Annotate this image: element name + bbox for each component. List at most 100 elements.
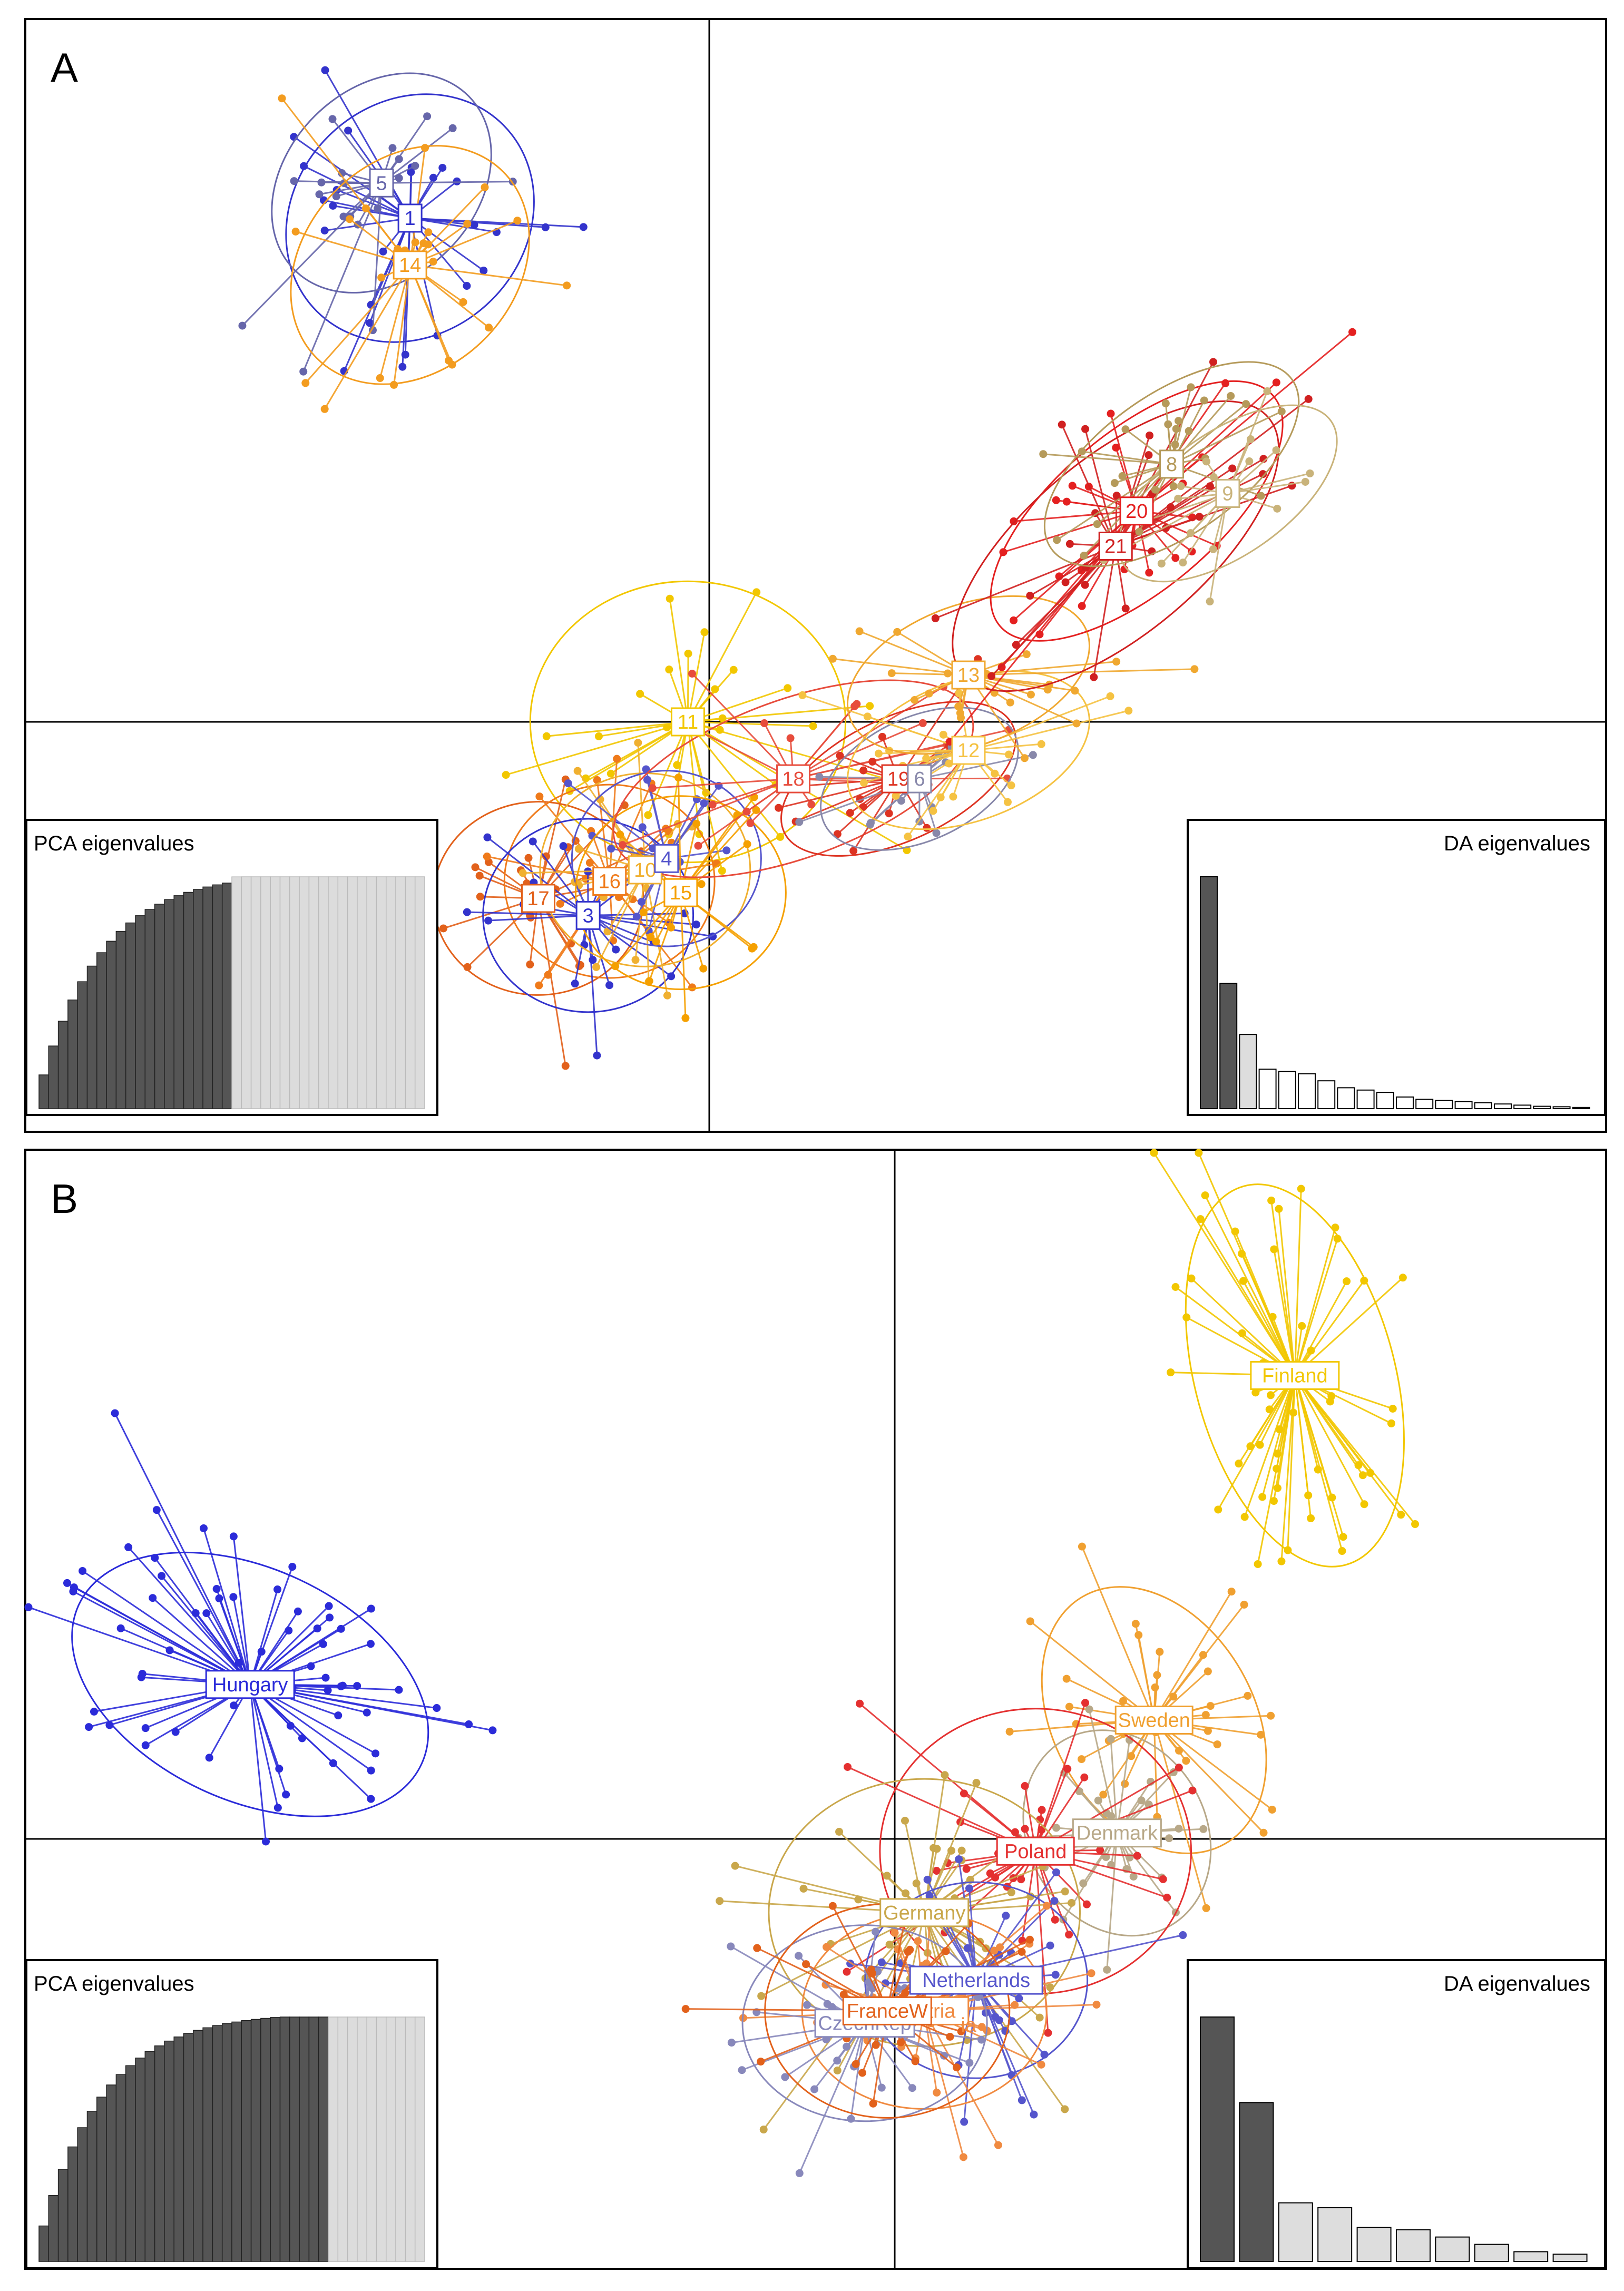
spoke [1270, 1200, 1296, 1376]
data-point [1078, 447, 1086, 456]
data-point [1174, 494, 1182, 503]
data-point [488, 1726, 497, 1735]
group-label-box [521, 884, 555, 913]
group-label-21: 21 [1098, 532, 1133, 561]
pca-bar [289, 876, 300, 1109]
spoke [1294, 1280, 1347, 1376]
data-point [944, 669, 952, 678]
data-point [850, 702, 859, 710]
data-point [1026, 592, 1034, 600]
data-point [1051, 1971, 1060, 1979]
data-point [911, 2057, 919, 2065]
data-point [1099, 1790, 1108, 1799]
pca-bar [173, 895, 184, 1109]
data-point [1005, 1727, 1014, 1736]
data-point [1237, 1249, 1246, 1258]
data-point [965, 2059, 974, 2067]
data-point [398, 363, 407, 371]
spoke [1294, 1375, 1416, 1525]
group-label-box [670, 707, 705, 737]
spoke [991, 545, 1117, 677]
data-point [729, 665, 738, 674]
data-point [278, 94, 286, 103]
group-label-box [1114, 1705, 1193, 1735]
data-point [1103, 1965, 1111, 1974]
spoke [73, 1591, 251, 1686]
pca-bar [395, 876, 406, 1109]
spoke [409, 217, 497, 233]
spoke [1287, 1375, 1296, 1551]
data-point [1107, 409, 1115, 418]
da-bar [1552, 1106, 1571, 1109]
spoke [393, 265, 411, 385]
data-point [1107, 1735, 1115, 1743]
spoke [688, 705, 870, 723]
data-point [1196, 1215, 1205, 1223]
spoke [305, 264, 411, 384]
data-point [931, 614, 940, 622]
data-point [1121, 425, 1130, 434]
data-point [1209, 358, 1217, 366]
spoke [82, 1570, 251, 1686]
spoke [1294, 1375, 1309, 1496]
panel-a: 15 14 11 17 163 104 15 18 19 6 12 13 20 21 8 9 PCA eigen… [24, 18, 1607, 1133]
da-bar [1513, 1104, 1532, 1109]
pca-bar [308, 876, 319, 1109]
data-point [1188, 1786, 1197, 1795]
data-point [1227, 1588, 1236, 1596]
pca-bar [260, 876, 271, 1109]
spoke [919, 754, 1033, 780]
data-point [684, 649, 692, 658]
ellipse-18 [612, 679, 974, 878]
data-point [338, 169, 346, 178]
group-label-box [393, 250, 427, 280]
data-point [618, 841, 627, 849]
data-point [1206, 1702, 1215, 1710]
group-label-box [1215, 478, 1240, 508]
data-point [1284, 1546, 1292, 1554]
data-point [1298, 1321, 1306, 1330]
pca-bar [318, 876, 329, 1109]
data-point [1037, 2060, 1045, 2069]
pca-bar [231, 876, 242, 1109]
data-point [1240, 1513, 1249, 1521]
data-point [718, 867, 726, 875]
group-label-box [1159, 449, 1185, 479]
spoke [588, 914, 697, 926]
data-point [1052, 1868, 1060, 1876]
data-point [1094, 1796, 1102, 1805]
data-point [1018, 1947, 1026, 1956]
data-point [337, 1682, 345, 1691]
data-point [1156, 1648, 1164, 1656]
pca-bar [154, 2045, 165, 2262]
da-eigenvalues-inset: DA eigenvalues [1187, 819, 1606, 1116]
spoke [324, 265, 411, 410]
data-point [933, 2088, 941, 2097]
data-point [85, 1723, 93, 1731]
group-label-text: 19 [887, 768, 909, 790]
data-point [361, 204, 370, 213]
group-label-4: 4 [654, 844, 679, 873]
data-point [636, 690, 644, 698]
data-point [329, 1759, 337, 1767]
data-point [795, 818, 804, 826]
panel-b-plot-area: Hungary Finland Sweden Denmark Poland Germany… [24, 1149, 1606, 2269]
data-point [1171, 1283, 1180, 1291]
group-label-box [663, 878, 698, 907]
data-point [424, 240, 433, 249]
group-label-finland: Finland [1250, 1360, 1340, 1390]
spoke [249, 1589, 279, 1685]
pca-bar [337, 2016, 348, 2262]
group-label-text: 10 [634, 859, 656, 882]
data-point [866, 702, 874, 710]
data-point [1052, 1824, 1061, 1832]
spoke [793, 722, 923, 780]
data-point [1242, 400, 1250, 408]
spoke [1093, 546, 1117, 678]
series-11 [502, 580, 924, 875]
pca-bar [241, 2020, 252, 2262]
data-point [949, 792, 957, 801]
spoke [156, 1509, 251, 1685]
data-point [202, 1609, 211, 1618]
data-point [483, 853, 491, 861]
